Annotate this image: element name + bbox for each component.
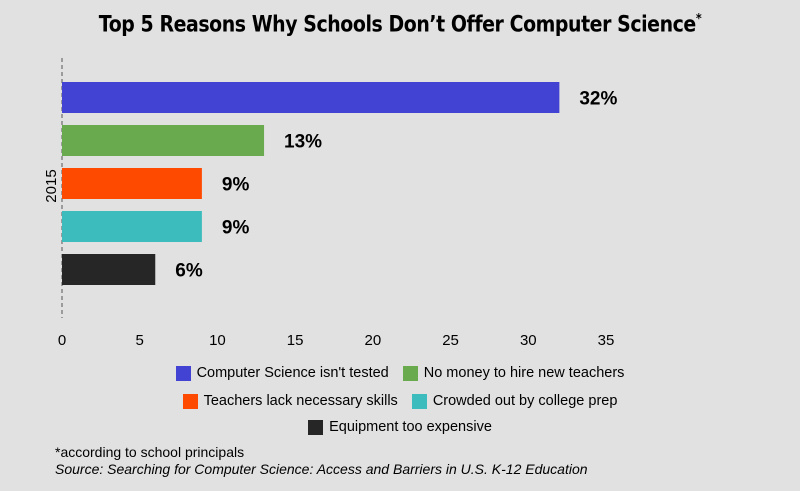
bar-chart: 2015 32% 13% 9% 9% 6% 0 5 10 15 20 25 30 35: [43, 58, 618, 349]
bar-value-label: 9%: [222, 175, 250, 196]
legend-label: Teachers lack necessary skills: [203, 393, 398, 409]
legend-item: Crowded out by college prep: [411, 393, 618, 409]
category-axis-label: 2015: [43, 169, 60, 202]
legend-swatch: [411, 393, 427, 409]
bar: [62, 125, 265, 156]
x-tick-label: 35: [598, 332, 615, 349]
chart-title-text: Top 5 Reasons Why Schools Don’t Offer Co…: [98, 12, 696, 38]
footnote: *according to school principals: [55, 444, 245, 460]
x-tick-label: 5: [136, 332, 144, 349]
legend-item: Computer Science isn't tested: [175, 365, 389, 381]
legend-label: Computer Science isn't tested: [196, 365, 389, 381]
x-tick-labels: 0 5 10 15 20 25 30 35: [58, 332, 615, 349]
bar-value-label: 13%: [284, 132, 322, 153]
bar: [62, 254, 156, 285]
x-tick-label: 25: [442, 332, 459, 349]
chart-title: Top 5 Reasons Why Schools Don’t Offer Co…: [56, 12, 744, 37]
bar-value-label: 6%: [175, 261, 203, 282]
x-tick-label: 15: [287, 332, 304, 349]
bar: [62, 211, 202, 242]
source-note: Source: Searching for Computer Science: …: [55, 461, 588, 477]
legend-row-3: Equipment too expensive: [0, 419, 800, 435]
legend-item: No money to hire new teachers: [402, 365, 625, 381]
legend-item: Teachers lack necessary skills: [182, 393, 398, 409]
bar-value-label: 9%: [222, 218, 250, 239]
legend-row-2: Teachers lack necessary skills Crowded o…: [0, 393, 800, 409]
legend-swatch: [175, 365, 191, 381]
title-asterisk: *: [695, 12, 702, 27]
legend-row-1: Computer Science isn't tested No money t…: [0, 365, 800, 381]
x-tick-label: 30: [520, 332, 537, 349]
legend-swatch: [402, 365, 418, 381]
x-tick-label: 20: [365, 332, 382, 349]
x-tick-label: 0: [58, 332, 66, 349]
legend-swatch: [308, 419, 324, 435]
bar: [62, 82, 560, 113]
legend-label: Equipment too expensive: [329, 419, 492, 435]
bar: [62, 168, 202, 199]
legend-label: Crowded out by college prep: [432, 393, 618, 409]
x-tick-label: 10: [209, 332, 226, 349]
bars-group: 32% 13% 9% 9% 6%: [62, 82, 618, 285]
bar-value-label: 32%: [579, 89, 617, 110]
legend-swatch: [182, 393, 198, 409]
legend-item: Equipment too expensive: [308, 419, 492, 435]
legend-label: No money to hire new teachers: [423, 365, 625, 381]
